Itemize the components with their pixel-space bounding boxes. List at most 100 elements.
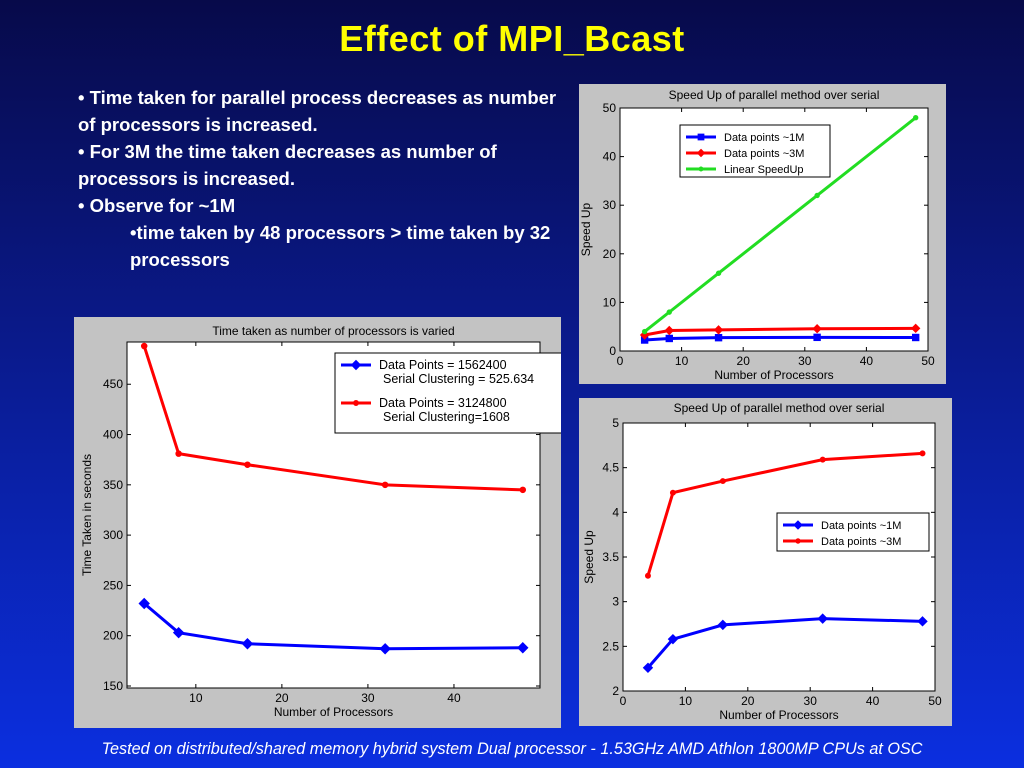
data-point-marker xyxy=(669,489,676,496)
x-tick-label: 0 xyxy=(620,694,627,708)
data-point-marker xyxy=(910,323,921,334)
x-tick-label: 30 xyxy=(804,694,818,708)
time-chart: Time taken as number of processors is va… xyxy=(80,324,561,719)
data-point-marker xyxy=(353,400,359,406)
y-tick-label: 350 xyxy=(103,478,123,492)
y-tick-label: 200 xyxy=(103,629,123,643)
legend-box xyxy=(334,352,561,434)
data-point-marker xyxy=(814,192,820,199)
data-point-marker xyxy=(664,325,674,336)
y-tick-label: 3 xyxy=(612,595,619,609)
data-point-marker xyxy=(666,309,672,315)
legend-label: Linear SpeedUp xyxy=(724,164,804,176)
x-tick-label: 20 xyxy=(741,694,755,708)
data-point-marker xyxy=(379,643,391,655)
data-point-marker xyxy=(350,359,362,371)
data-point-marker xyxy=(819,456,826,463)
data-point-marker xyxy=(519,486,527,494)
y-tick-label: 5 xyxy=(612,416,619,430)
footer-note: Tested on distributed/shared memory hybr… xyxy=(101,740,923,758)
chart-title: Speed Up of parallel method over serial xyxy=(674,401,885,415)
data-point-marker xyxy=(715,270,722,276)
slide-title: Effect of MPI_Bcast xyxy=(339,18,685,59)
x-axis-label: Number of Processors xyxy=(719,708,838,722)
time-chart-panel: Time taken as number of processors is va… xyxy=(74,317,561,728)
sub-bullet-item: •time taken by 48 processors > time take… xyxy=(130,222,551,270)
legend-label: Data points ~3M xyxy=(724,148,804,160)
series-1 xyxy=(640,333,920,344)
bullet-item: • Time taken for parallel process decrea… xyxy=(78,87,557,135)
data-point-marker xyxy=(697,133,705,141)
y-tick-label: 10 xyxy=(603,295,617,309)
x-tick-label: 0 xyxy=(617,354,624,368)
series-1 xyxy=(138,597,529,655)
y-tick-label: 20 xyxy=(603,247,617,261)
x-tick-label: 40 xyxy=(447,691,461,705)
x-axis-label: Number of Processors xyxy=(714,368,833,382)
y-tick-label: 2.5 xyxy=(602,639,619,653)
chart-title: Time taken as number of processors is va… xyxy=(212,324,454,338)
legend-label: Serial Clustering = 525.634 xyxy=(383,372,534,386)
x-tick-label: 40 xyxy=(866,694,880,708)
chart-legend: Data points ~1M Data points ~3M xyxy=(776,512,930,552)
y-tick-label: 400 xyxy=(103,428,123,442)
bullet-list: • Time taken for parallel process decrea… xyxy=(78,84,558,273)
data-point-marker xyxy=(517,642,529,654)
series-2 xyxy=(140,342,527,494)
legend-label: Data points ~1M xyxy=(724,132,804,144)
y-tick-label: 4 xyxy=(612,505,619,519)
data-point-marker xyxy=(642,662,654,673)
data-point-marker xyxy=(793,520,803,530)
chart-legend: Data points ~1M Data points ~3M Linear Spe… xyxy=(679,124,831,178)
data-point-marker xyxy=(698,166,704,172)
data-point-marker xyxy=(795,538,801,544)
data-point-marker xyxy=(714,333,723,342)
data-point-marker xyxy=(912,115,919,121)
data-point-marker xyxy=(138,597,150,610)
y-axis-label: Speed Up xyxy=(582,530,596,584)
data-point-marker xyxy=(641,328,648,335)
speedup-linear-chart: Speed Up of parallel method over serial 0… xyxy=(579,88,935,382)
y-tick-label: 250 xyxy=(103,578,123,592)
data-point-marker xyxy=(140,342,148,350)
data-point-marker xyxy=(719,478,726,485)
data-point-marker xyxy=(717,619,729,631)
data-point-marker xyxy=(665,334,673,343)
data-point-marker xyxy=(175,450,182,457)
data-point-marker xyxy=(919,450,926,457)
y-tick-label: 4.5 xyxy=(602,461,619,475)
series-1 xyxy=(642,613,928,673)
y-tick-label: 0 xyxy=(609,344,616,358)
data-point-marker xyxy=(911,333,920,342)
legend-label: Data points ~1M xyxy=(821,520,901,532)
data-point-marker xyxy=(713,325,724,335)
x-tick-label: 10 xyxy=(189,691,203,705)
speedup-linear-chart-panel: Speed Up of parallel method over serial 0… xyxy=(579,84,946,384)
legend-label: Data Points = 1562400 xyxy=(379,358,507,372)
data-point-marker xyxy=(813,333,821,342)
series-3 xyxy=(641,115,919,335)
data-point-marker xyxy=(244,461,251,468)
legend-box xyxy=(776,512,930,552)
y-axis-label: Speed Up xyxy=(579,202,593,256)
x-tick-label: 30 xyxy=(798,354,812,368)
x-axis-label: Number of Processors xyxy=(274,705,393,719)
y-tick-label: 50 xyxy=(603,101,617,115)
x-tick-label: 50 xyxy=(928,694,942,708)
x-tick-label: 50 xyxy=(921,354,935,368)
data-point-marker xyxy=(667,633,679,645)
x-tick-label: 20 xyxy=(275,691,289,705)
legend-label: Data Points = 3124800 xyxy=(379,396,507,410)
legend-label: Data points ~3M xyxy=(821,536,901,548)
y-tick-label: 300 xyxy=(103,528,123,542)
y-tick-label: 30 xyxy=(603,198,617,212)
y-tick-label: 450 xyxy=(103,377,123,391)
speedup-zoom-chart: Speed Up of parallel method over serial 0… xyxy=(582,401,942,722)
series-2 xyxy=(644,450,926,579)
x-tick-label: 30 xyxy=(361,691,375,705)
speedup-zoom-chart-panel: Speed Up of parallel method over serial 0… xyxy=(579,398,952,726)
data-point-marker xyxy=(172,626,185,639)
data-point-marker xyxy=(381,481,389,489)
y-tick-label: 40 xyxy=(603,150,617,164)
